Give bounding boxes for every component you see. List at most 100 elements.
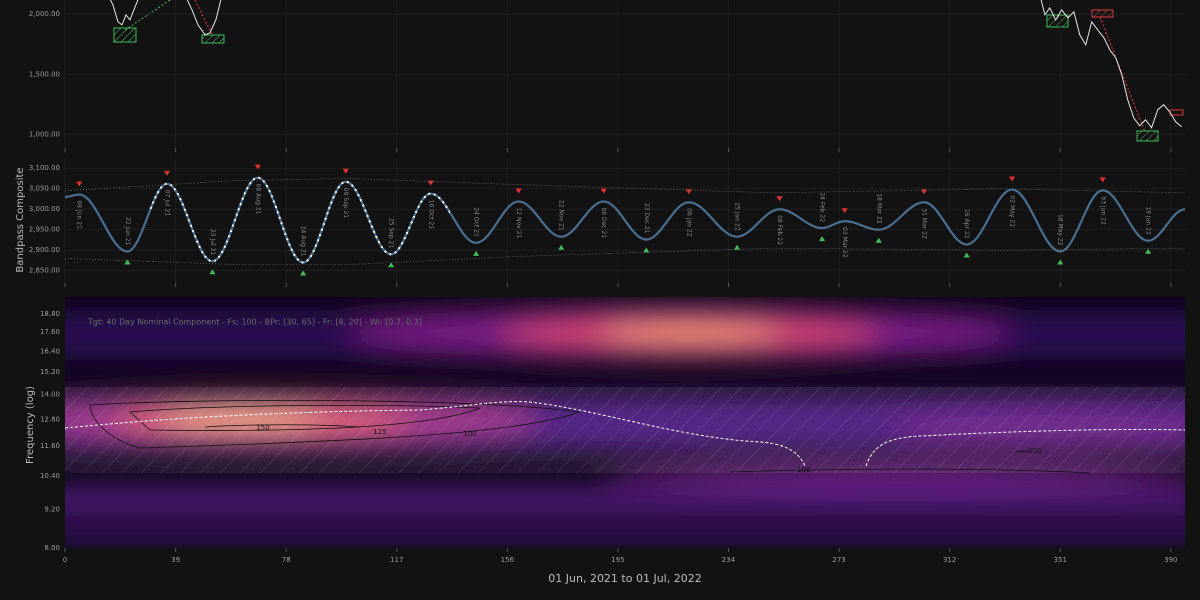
trough-marker	[124, 259, 131, 265]
point-label: 08 Feb 22	[776, 215, 783, 245]
heat-blob	[600, 325, 780, 341]
point-label: 22 Nov 21	[558, 200, 565, 231]
contour-label: 100	[463, 430, 476, 438]
y-tick-label: 2,900.00	[29, 246, 60, 254]
peak-marker	[76, 181, 83, 187]
trough-marker	[388, 262, 395, 268]
y-axis-label: Bandpass Composite	[15, 167, 26, 272]
point-label: 25 Sep 21	[388, 218, 395, 249]
point-label: 23 Jul 21	[209, 229, 216, 256]
y-tick-label: 3,100.00	[29, 164, 60, 172]
peak-marker	[1099, 177, 1106, 183]
spectrogram	[65, 297, 1185, 548]
point-label: 24 Aug 21	[300, 226, 307, 257]
y-tick-label: 2,950.00	[29, 226, 60, 234]
peak-marker	[515, 188, 522, 194]
contour-label: 125	[373, 428, 386, 436]
y-tick-label: 8.00	[44, 544, 60, 552]
buy-box	[1046, 14, 1069, 28]
x-tick-label: 0	[63, 556, 67, 564]
x-tick-label: 117	[390, 556, 403, 564]
contour-label: 100	[797, 466, 810, 474]
x-tick-label: 156	[501, 556, 515, 564]
point-label: 10 Oct 21	[427, 200, 434, 230]
contour-label: 100	[1028, 447, 1041, 455]
peak-marker	[685, 189, 692, 195]
point-label: 22 Jun 21	[124, 217, 131, 246]
y-tick-label: 3,050.00	[29, 185, 60, 193]
peak-marker	[342, 168, 349, 174]
point-label: 08 Jun 21	[76, 200, 83, 229]
heat-band	[65, 528, 1185, 542]
x-tick-label: 39	[171, 556, 180, 564]
heat-band	[65, 488, 1185, 512]
contours	[89, 400, 1091, 474]
x-tick-label: 78	[282, 556, 291, 564]
contour	[89, 400, 581, 449]
trough-marker	[734, 244, 740, 250]
y-tick-label: 1,500.00	[29, 70, 60, 78]
trough-marker	[473, 250, 480, 256]
x-tick-label: 273	[832, 556, 845, 564]
trough-marker	[558, 244, 565, 250]
trough-marker	[209, 269, 216, 275]
y-tick-label: 18.80	[40, 310, 60, 318]
trough-marker	[819, 236, 826, 242]
point-label: 23 Dec 21	[643, 203, 650, 234]
peak-marker	[921, 189, 928, 195]
point-label: 08 Dec 21	[600, 207, 607, 238]
y-tick-label: 17.60	[40, 328, 60, 336]
point-label: 18 May 22	[1057, 214, 1064, 246]
peak-marker	[776, 196, 783, 202]
peak-marker	[1009, 176, 1016, 182]
x-tick-label: 351	[1054, 556, 1067, 564]
envelope-line	[64, 178, 1186, 194]
x-axis-label: 01 Jun, 2021 to 01 Jul, 2022	[548, 572, 701, 585]
buy-box	[1136, 130, 1159, 142]
y-tick-label: 14.00	[40, 391, 60, 399]
point-label: 16 Apr 22	[963, 209, 970, 239]
contour-label: 150	[256, 424, 269, 432]
peak-marker	[427, 180, 434, 186]
buy-box	[113, 27, 137, 43]
composite-line	[64, 176, 1186, 264]
price-layer	[109, 0, 1182, 129]
y-tick-label: 10.40	[40, 472, 60, 480]
buy-box	[201, 34, 225, 44]
point-label: 25 Jan 22	[734, 202, 741, 231]
y-tick-label: 15.20	[40, 368, 60, 376]
y-tick-label: 3,000.00	[29, 205, 60, 213]
y-tick-label: 11.60	[40, 442, 60, 450]
point-label: 06 Jan 22	[685, 208, 692, 237]
point-label: 19 Jun 22	[1145, 206, 1152, 235]
y-tick-label: 1,000.00	[29, 131, 60, 139]
trough-marker	[875, 237, 882, 243]
x-tick-label: 312	[943, 556, 956, 564]
contour	[1014, 450, 1031, 453]
point-label: 24 Feb 22	[819, 192, 826, 222]
y-tick-label: 16.40	[40, 347, 60, 355]
trough-marker	[643, 247, 650, 253]
point-label: 18 Mar 22	[875, 193, 882, 224]
peak-marker	[841, 208, 848, 214]
signal-boxes	[113, 0, 1184, 142]
y-tick-label: 2,850.00	[29, 267, 60, 275]
trough-marker	[1057, 259, 1064, 265]
contour	[129, 404, 481, 431]
price-line	[109, 0, 1182, 129]
contour	[729, 468, 1091, 474]
peak-marker	[164, 170, 171, 176]
y-tick-label: 12.80	[40, 415, 60, 423]
point-label: 02 May 22	[1009, 196, 1016, 228]
x-tick-label: 195	[611, 556, 624, 564]
point-label: 07 Jul 21	[164, 190, 171, 217]
x-tick-label: 390	[1164, 556, 1177, 564]
point-label: 09 Sep 21	[342, 188, 349, 219]
peak-marker	[254, 164, 261, 170]
signal-link	[124, 0, 171, 31]
contour	[204, 424, 361, 428]
peak-marker	[600, 188, 607, 194]
x-tick-label: 234	[722, 556, 736, 564]
y-tick-label: 2,000.00	[29, 10, 60, 18]
